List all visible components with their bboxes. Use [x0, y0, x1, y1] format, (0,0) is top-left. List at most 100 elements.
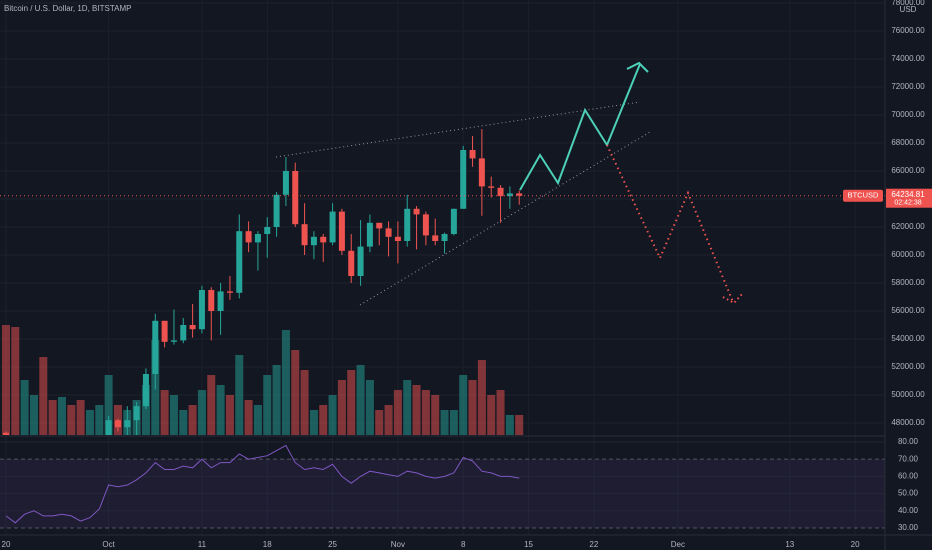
candle-body — [292, 170, 299, 225]
y-tick-label: 72000.00 — [891, 82, 925, 91]
rsi-tick-label: 80.00 — [898, 437, 919, 446]
candle-body — [450, 208, 457, 234]
candle-body — [469, 149, 476, 159]
volume-bar — [319, 405, 328, 435]
volume-bar — [431, 395, 440, 435]
volume-bar — [487, 395, 496, 435]
candle-body — [376, 222, 383, 229]
price-tag-bg — [886, 188, 932, 208]
y-tick-label: 74000.00 — [891, 54, 925, 63]
candle-body — [338, 211, 345, 251]
candle-body — [385, 228, 392, 237]
volume-bar — [104, 375, 113, 435]
candle-body — [432, 235, 439, 241]
candle-body — [208, 290, 215, 312]
candle-body — [413, 208, 420, 215]
x-tick-label: 20 — [851, 540, 860, 549]
bullish-arrowhead — [626, 61, 649, 73]
countdown-tag: 02:42:38 — [894, 200, 921, 207]
rsi-tick-label: 40.00 — [898, 506, 919, 515]
volume-bar — [216, 385, 225, 435]
candle-body — [152, 320, 159, 375]
trendline-upper — [275, 101, 641, 158]
volume-bar — [309, 410, 318, 435]
volume-bar — [281, 330, 290, 435]
y-tick-label: 62000.00 — [891, 222, 925, 231]
rsi-tick-label: 30.00 — [898, 523, 919, 532]
drawings — [275, 61, 743, 306]
y-tick-label: 58000.00 — [891, 278, 925, 287]
candle-body — [348, 250, 355, 276]
x-tick-label: 8 — [461, 540, 466, 549]
volume-bar — [169, 395, 178, 435]
y-tick-label: 60000.00 — [891, 250, 925, 259]
x-tick-label: 25 — [328, 540, 337, 549]
candle-body — [124, 420, 131, 428]
candle-body — [161, 320, 168, 342]
y-tick-label: 54000.00 — [891, 334, 925, 343]
y-tick-label: 70000.00 — [891, 110, 925, 119]
candle-body — [497, 187, 504, 197]
volume-bar — [20, 380, 29, 435]
volume-bar — [328, 395, 337, 435]
symbol-tag-bg — [843, 189, 883, 202]
candle-body — [264, 226, 271, 234]
candle-body — [441, 233, 448, 241]
candle-layer — [0, 128, 885, 435]
candle-body — [170, 340, 177, 342]
candle-body — [488, 186, 495, 188]
candle-body — [114, 420, 121, 428]
volume-bar — [365, 380, 374, 435]
candle-body — [320, 236, 327, 243]
currency-label: USD — [900, 5, 917, 14]
bearish-projection — [606, 144, 734, 303]
candle-body — [273, 194, 280, 227]
candle-body — [478, 158, 485, 187]
volume-bar — [347, 370, 356, 435]
candle-body — [180, 325, 187, 341]
volume-bar — [375, 410, 384, 435]
volume-bar — [337, 380, 346, 435]
volume-bar — [459, 375, 468, 435]
volume-bar — [11, 327, 20, 435]
candle-body — [310, 236, 317, 246]
candle-body — [245, 231, 252, 243]
volume-bar — [496, 390, 505, 435]
x-tick-label: Oct — [102, 540, 115, 549]
chart-title: Bitcoin / U.S. Dollar, 1D, BITSTAMP — [4, 4, 131, 13]
bullish-projection — [519, 63, 641, 191]
candle-body — [329, 211, 336, 243]
volume-bar — [57, 397, 66, 435]
y-tick-label: 48000.00 — [891, 418, 925, 427]
x-tick-label: 22 — [589, 540, 598, 549]
candle-body — [189, 325, 196, 330]
candle-body — [404, 208, 411, 241]
volume-bar — [300, 370, 309, 435]
x-tick-label: Dec — [671, 540, 685, 549]
y-tick-label: 66000.00 — [891, 166, 925, 175]
x-tick-label: 15 — [524, 540, 533, 549]
volume-bar — [235, 355, 244, 435]
volume-bar — [48, 400, 57, 435]
volume-bar — [440, 410, 449, 435]
rsi-tick-label: 70.00 — [898, 454, 919, 463]
rsi-pane — [0, 441, 885, 529]
candle-body — [142, 374, 149, 407]
candle-body — [133, 406, 140, 421]
volume-bar — [253, 405, 262, 435]
rsi-line — [5, 444, 520, 524]
candle-body — [422, 214, 429, 236]
y-tick-label: 52000.00 — [891, 362, 925, 371]
y-tick-label: 78000.00 — [891, 0, 925, 7]
candle-body — [198, 290, 205, 330]
y-tick-label: 76000.00 — [891, 26, 925, 35]
volume-bar — [263, 375, 272, 435]
volume-bar — [468, 380, 477, 435]
candle-body — [217, 291, 224, 312]
candle-body — [506, 193, 513, 197]
rsi-tick-label: 50.00 — [898, 489, 919, 498]
volume-bar — [449, 410, 458, 435]
